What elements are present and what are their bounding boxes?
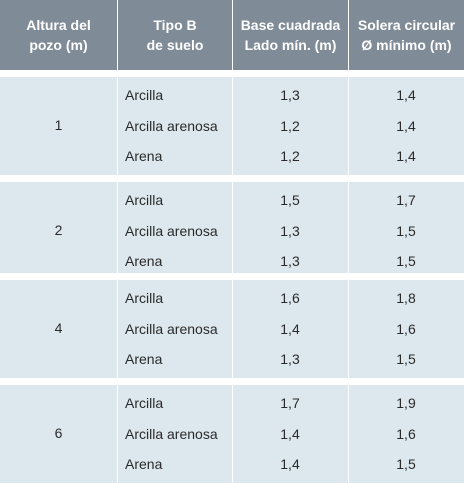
column-divider [232,280,233,378]
min-side-cell: 1,7 [280,395,300,411]
min-diameter-cell: 1,7 [396,192,416,208]
soil-type-cell: Arcilla arenosa [125,321,218,337]
column-divider [348,280,349,378]
well-height-value: 1 [54,117,63,133]
height-group: 1 Arcilla 1,3 1,4 Arcilla arenosa 1,2 1,4 Arena… [0,77,464,175]
min-diameter-cell: 1,5 [396,223,416,239]
soil-type-cell: Arcilla arenosa [125,426,218,442]
header-line: Solera circular [357,17,456,33]
well-height-value: 2 [54,222,63,238]
min-side-cell: 1,4 [280,426,300,442]
header-line: Lado mín. (m) [244,37,337,53]
group-divider [0,175,464,182]
min-side-cell: 1,5 [280,192,300,208]
column-divider [117,182,118,280]
column-divider [117,385,118,483]
height-group: 4 Arcilla 1,6 1,8 Arcilla arenosa 1,4 1,6 Arena… [0,280,464,378]
header-line: de suelo [146,37,204,53]
min-diameter-cell: 1,4 [396,87,416,103]
column-divider [348,385,349,483]
column-divider [232,182,233,280]
column-divider [117,280,118,378]
height-group: 6 Arcilla 1,7 1,9 Arcilla arenosa 1,4 1,6 Arena… [0,385,464,483]
min-diameter-cell: 1,9 [396,395,416,411]
min-diameter-cell: 1,5 [396,351,416,367]
table-header: Altura del pozo (m) Tipo B de suelo Base c… [0,0,464,70]
min-side-cell: 1,3 [280,223,300,239]
group-divider [0,378,464,385]
min-side-cell: 1,3 [280,351,300,367]
column-divider [232,385,233,483]
soil-type-cell: Arcilla [125,290,164,306]
header-line: Ø mínimo (m) [361,37,452,53]
min-diameter-cell: 1,6 [396,321,416,337]
header-divider [232,0,233,70]
min-diameter-cell: 1,4 [396,148,416,164]
column-divider [117,77,118,175]
min-diameter-cell: 1,8 [396,290,416,306]
min-diameter-cell: 1,5 [396,456,416,472]
column-divider [348,182,349,280]
soil-type-cell: Arcilla arenosa [125,223,218,239]
min-side-cell: 1,6 [280,290,300,306]
soil-type-cell: Arcilla [125,192,164,208]
min-side-cell: 1,3 [280,87,300,103]
soil-type-cell: Arcilla [125,395,164,411]
soil-type-cell: Arcilla [125,87,164,103]
header-line: Altura del [26,17,91,33]
soil-type-cell: Arena [125,253,163,269]
column-divider [348,77,349,175]
min-diameter-cell: 1,5 [396,253,416,269]
header-divider [348,0,349,70]
min-diameter-cell: 1,4 [396,118,416,134]
column-divider [232,77,233,175]
min-side-cell: 1,3 [280,253,300,269]
header-line: Tipo B [153,17,197,33]
header-line: Base cuadrada [240,17,341,33]
min-diameter-cell: 1,6 [396,426,416,442]
soil-type-cell: Arena [125,456,163,472]
header-line: pozo (m) [29,37,88,53]
min-side-cell: 1,4 [280,321,300,337]
height-group: 2 Arcilla 1,5 1,7 Arcilla arenosa 1,3 1,5 Arena… [0,182,464,280]
well-height-value: 4 [54,320,63,336]
min-side-cell: 1,4 [280,456,300,472]
group-divider [0,273,464,280]
header-well-height: Altura del pozo (m) [0,0,117,70]
min-side-cell: 1,2 [280,118,300,134]
soil-type-cell: Arena [125,351,163,367]
soil-type-cell: Arena [125,148,163,164]
header-soil-type: Tipo B de suelo [118,0,232,70]
header-circular-slab: Solera circular Ø mínimo (m) [349,0,464,70]
well-height-value: 6 [54,425,63,441]
header-divider [117,0,118,70]
min-side-cell: 1,2 [280,148,300,164]
header-square-base: Base cuadrada Lado mín. (m) [233,0,348,70]
soil-type-cell: Arcilla arenosa [125,118,218,134]
